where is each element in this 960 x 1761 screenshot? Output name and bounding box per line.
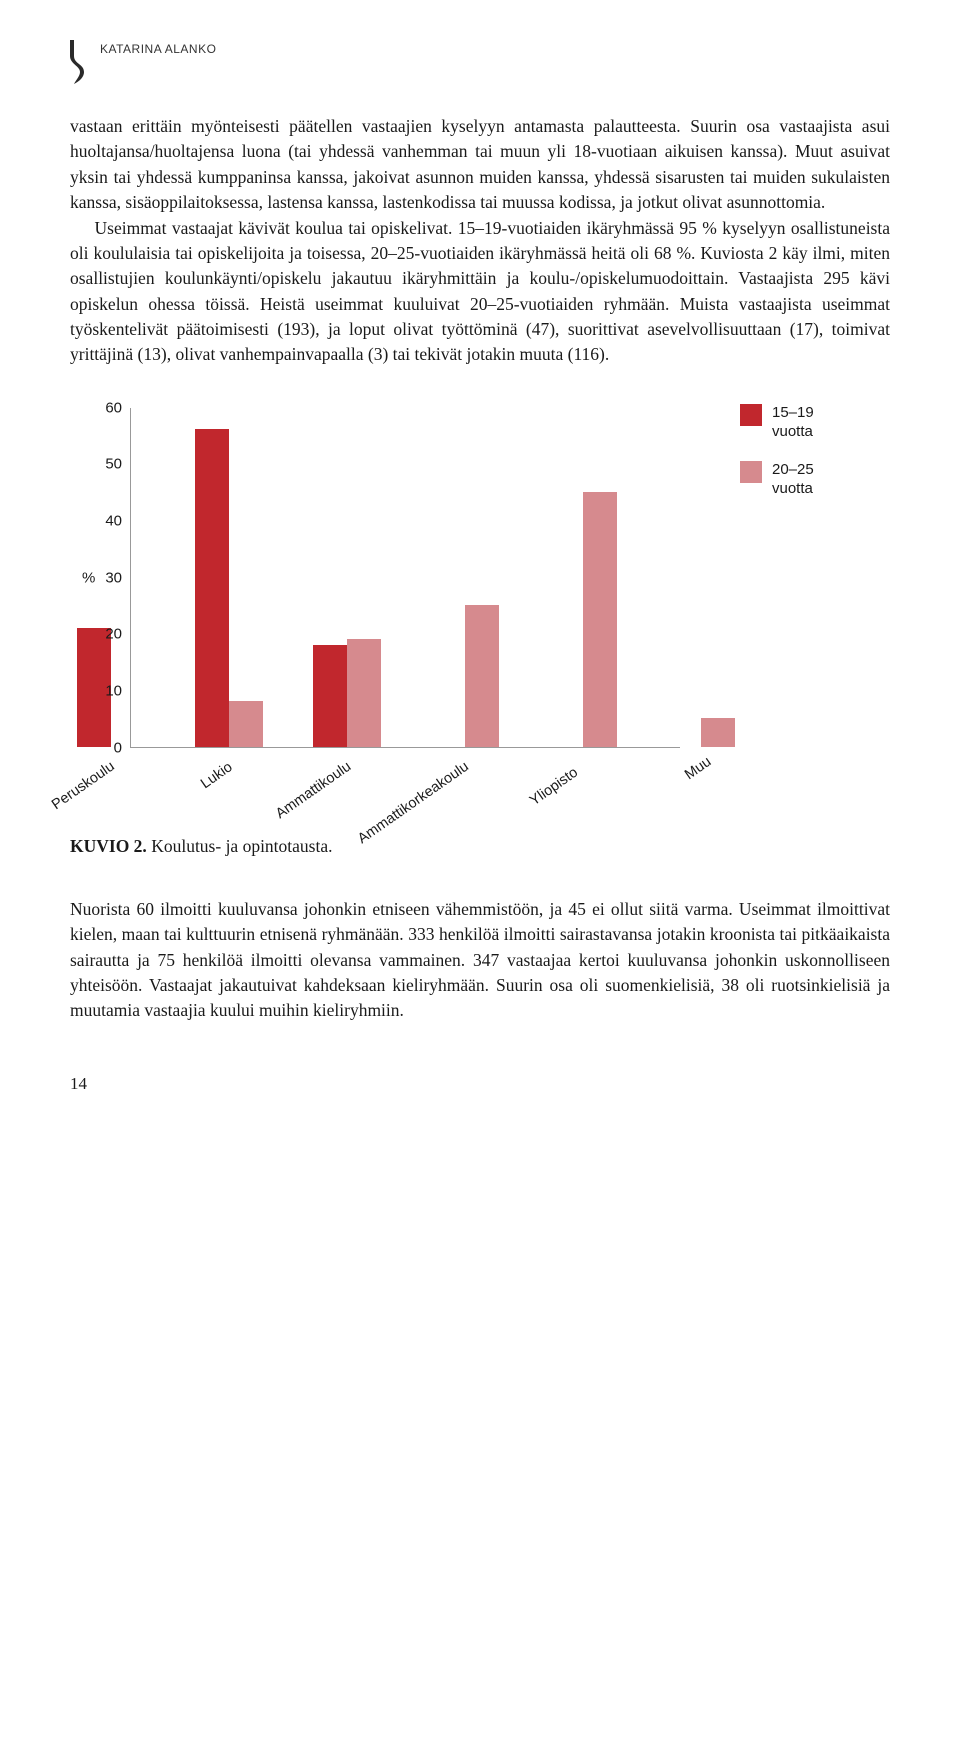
- y-tick: 40: [70, 513, 122, 530]
- y-tick: 0: [70, 739, 122, 756]
- x-category: Ammattikorkeakoulu: [355, 759, 472, 847]
- paragraph-2: Useimmat vastaajat kävivät koulua tai op…: [70, 216, 890, 368]
- x-category: Lukio: [198, 759, 236, 792]
- figure-caption-bold: KUVIO 2.: [70, 836, 147, 856]
- legend-label: 20–25vuotta: [772, 461, 814, 499]
- page-header: KATARINA ALANKO: [70, 40, 890, 86]
- plot-area: [130, 408, 680, 748]
- chart-legend: 15–19vuotta 20–25vuotta: [740, 404, 814, 519]
- bar: [583, 492, 617, 747]
- ribbon-icon: [70, 40, 88, 86]
- footer-paragraph: Nuorista 60 ilmoitti kuuluvansa johonkin…: [70, 897, 890, 1024]
- bar: [701, 718, 735, 746]
- legend-item: 15–19vuotta: [740, 404, 814, 442]
- bar: [347, 639, 381, 747]
- legend-swatch: [740, 404, 762, 426]
- page-number: 14: [70, 1074, 890, 1094]
- legend-label: 15–19vuotta: [772, 404, 814, 442]
- bar: [313, 645, 347, 747]
- x-category: Ammattikoulu: [273, 758, 354, 821]
- bar: [465, 605, 499, 747]
- y-tick: 30: [70, 569, 122, 586]
- y-tick: 50: [70, 456, 122, 473]
- bar: [195, 429, 229, 746]
- author-name: KATARINA ALANKO: [100, 42, 216, 56]
- x-category: Yliopisto: [527, 764, 581, 809]
- figure-caption-rest: Koulutus- ja opintotausta.: [147, 836, 333, 856]
- y-tick: 20: [70, 626, 122, 643]
- legend-item: 20–25vuotta: [740, 461, 814, 499]
- legend-swatch: [740, 461, 762, 483]
- x-category: Peruskoulu: [49, 759, 118, 814]
- chart-figure: 0102030405060 PeruskouluLukioAmmattikoul…: [70, 398, 890, 857]
- paragraph-1: vastaan erittäin myönteisesti päätellen …: [70, 116, 890, 212]
- y-axis-title: %: [82, 569, 95, 586]
- figure-caption: KUVIO 2. Koulutus- ja opintotausta.: [70, 836, 890, 857]
- body-paragraphs: vastaan erittäin myönteisesti päätellen …: [70, 114, 890, 368]
- bar-chart: 0102030405060 PeruskouluLukioAmmattikoul…: [70, 398, 710, 818]
- x-category: Muu: [682, 754, 714, 783]
- y-tick: 60: [70, 399, 122, 416]
- y-tick: 10: [70, 683, 122, 700]
- bar: [229, 701, 263, 746]
